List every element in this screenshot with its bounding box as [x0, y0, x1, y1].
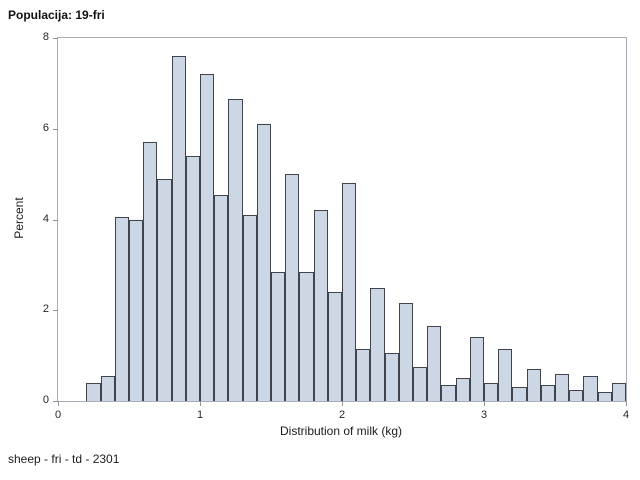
x-tick-label: 0: [54, 409, 62, 421]
y-tick-label: 6: [42, 121, 49, 134]
y-tick-mark: [53, 128, 58, 130]
histogram-bar: [171, 56, 186, 401]
histogram-bar: [185, 155, 200, 401]
histogram-bar: [299, 271, 314, 401]
x-tick-label: 3: [480, 409, 488, 421]
histogram-bar: [540, 385, 555, 401]
chart-footnote: sheep - fri - td - 2301: [8, 452, 120, 466]
histogram-bar: [256, 124, 271, 401]
histogram-bar: [484, 382, 499, 401]
x-tick-mark: [58, 401, 59, 406]
histogram-bar: [86, 382, 101, 401]
histogram-bar: [356, 348, 371, 401]
histogram-bar: [327, 292, 342, 401]
y-tick-mark: [53, 38, 58, 39]
x-tick-label: 1: [196, 409, 204, 421]
histogram-bar: [569, 389, 584, 401]
histogram-bar: [427, 326, 442, 401]
x-tick-mark: [484, 401, 485, 406]
histogram-bar: [597, 391, 612, 401]
histogram-bar: [214, 194, 229, 401]
histogram-bar: [143, 142, 158, 401]
histogram-bar: [228, 99, 243, 401]
histogram-bar: [526, 369, 541, 401]
y-tick-label: 0: [42, 394, 49, 406]
histogram-bar: [611, 382, 626, 401]
histogram-bar: [342, 183, 357, 401]
histogram-bar: [512, 387, 527, 401]
x-tick-mark: [342, 401, 343, 406]
chart-title: Populacija: 19-fri: [8, 8, 105, 22]
histogram-bar: [313, 210, 328, 401]
histogram-bar: [583, 376, 598, 401]
x-tick-mark: [626, 401, 627, 406]
y-tick-mark: [53, 219, 58, 221]
x-tick-label: 2: [338, 409, 346, 421]
x-tick-label: 4: [622, 409, 630, 421]
y-tick-label: 8: [42, 31, 49, 43]
histogram-bar: [285, 174, 300, 401]
histogram-bar: [100, 376, 115, 401]
histogram-bar: [129, 219, 144, 401]
histogram-bar: [242, 214, 257, 401]
y-tick-mark: [53, 310, 58, 312]
x-tick-mark: [200, 401, 201, 406]
histogram-bar: [157, 178, 172, 401]
histogram-bar: [271, 271, 286, 401]
histogram-bar: [498, 348, 513, 401]
y-tick-mark: [53, 401, 58, 402]
histogram-bar: [455, 378, 470, 401]
histogram-bar: [469, 337, 484, 401]
histogram-bar: [413, 366, 428, 401]
y-tick-label: 2: [42, 303, 49, 316]
histogram-bar: [370, 287, 385, 401]
x-axis-label: Distribution of milk (kg): [279, 424, 403, 438]
plot-area: 0 1 2 3 4 0 2 4 6 8: [43, 31, 629, 421]
histogram-bar: [398, 303, 413, 401]
histogram-bar: [114, 217, 129, 401]
y-tick-label: 4: [42, 212, 49, 225]
histogram-bar: [441, 385, 456, 401]
histogram-bar: [555, 373, 570, 401]
histogram-bar: [384, 353, 399, 401]
histogram-bar: [200, 74, 215, 401]
